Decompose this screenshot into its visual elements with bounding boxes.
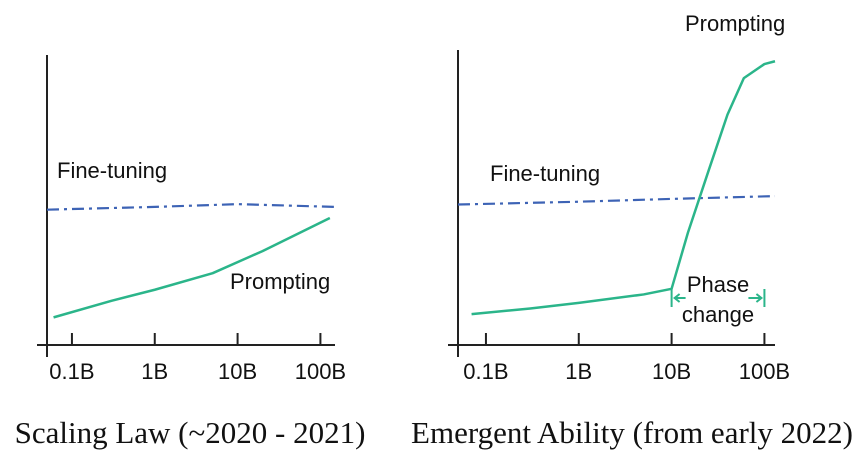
caption: Emergent Ability (from early 2022) [411,415,853,450]
annotation-text: change [682,302,754,327]
x-tick-label: 10B [652,359,691,384]
series-label: Prompting [685,11,785,36]
series-label: Prompting [230,269,330,294]
x-tick-label: 0.1B [49,359,94,384]
series-line [53,216,331,319]
phase-arrow [672,293,686,303]
phase-arrow [748,293,764,303]
annotation-text: Phase [687,272,749,297]
x-tick-label: 1B [565,359,592,384]
x-tick-label: 100B [295,359,346,384]
series-line [457,194,776,206]
series-label: Fine-tuning [490,161,600,186]
x-tick-label: 10B [218,359,257,384]
caption: Scaling Law (~2020 - 2021) [15,415,366,450]
x-tick-label: 100B [739,359,790,384]
series-label: Fine-tuning [57,158,167,183]
x-tick-label: 1B [141,359,168,384]
x-tick-label: 0.1B [463,359,508,384]
series-line [471,60,776,316]
series-line [46,203,336,211]
